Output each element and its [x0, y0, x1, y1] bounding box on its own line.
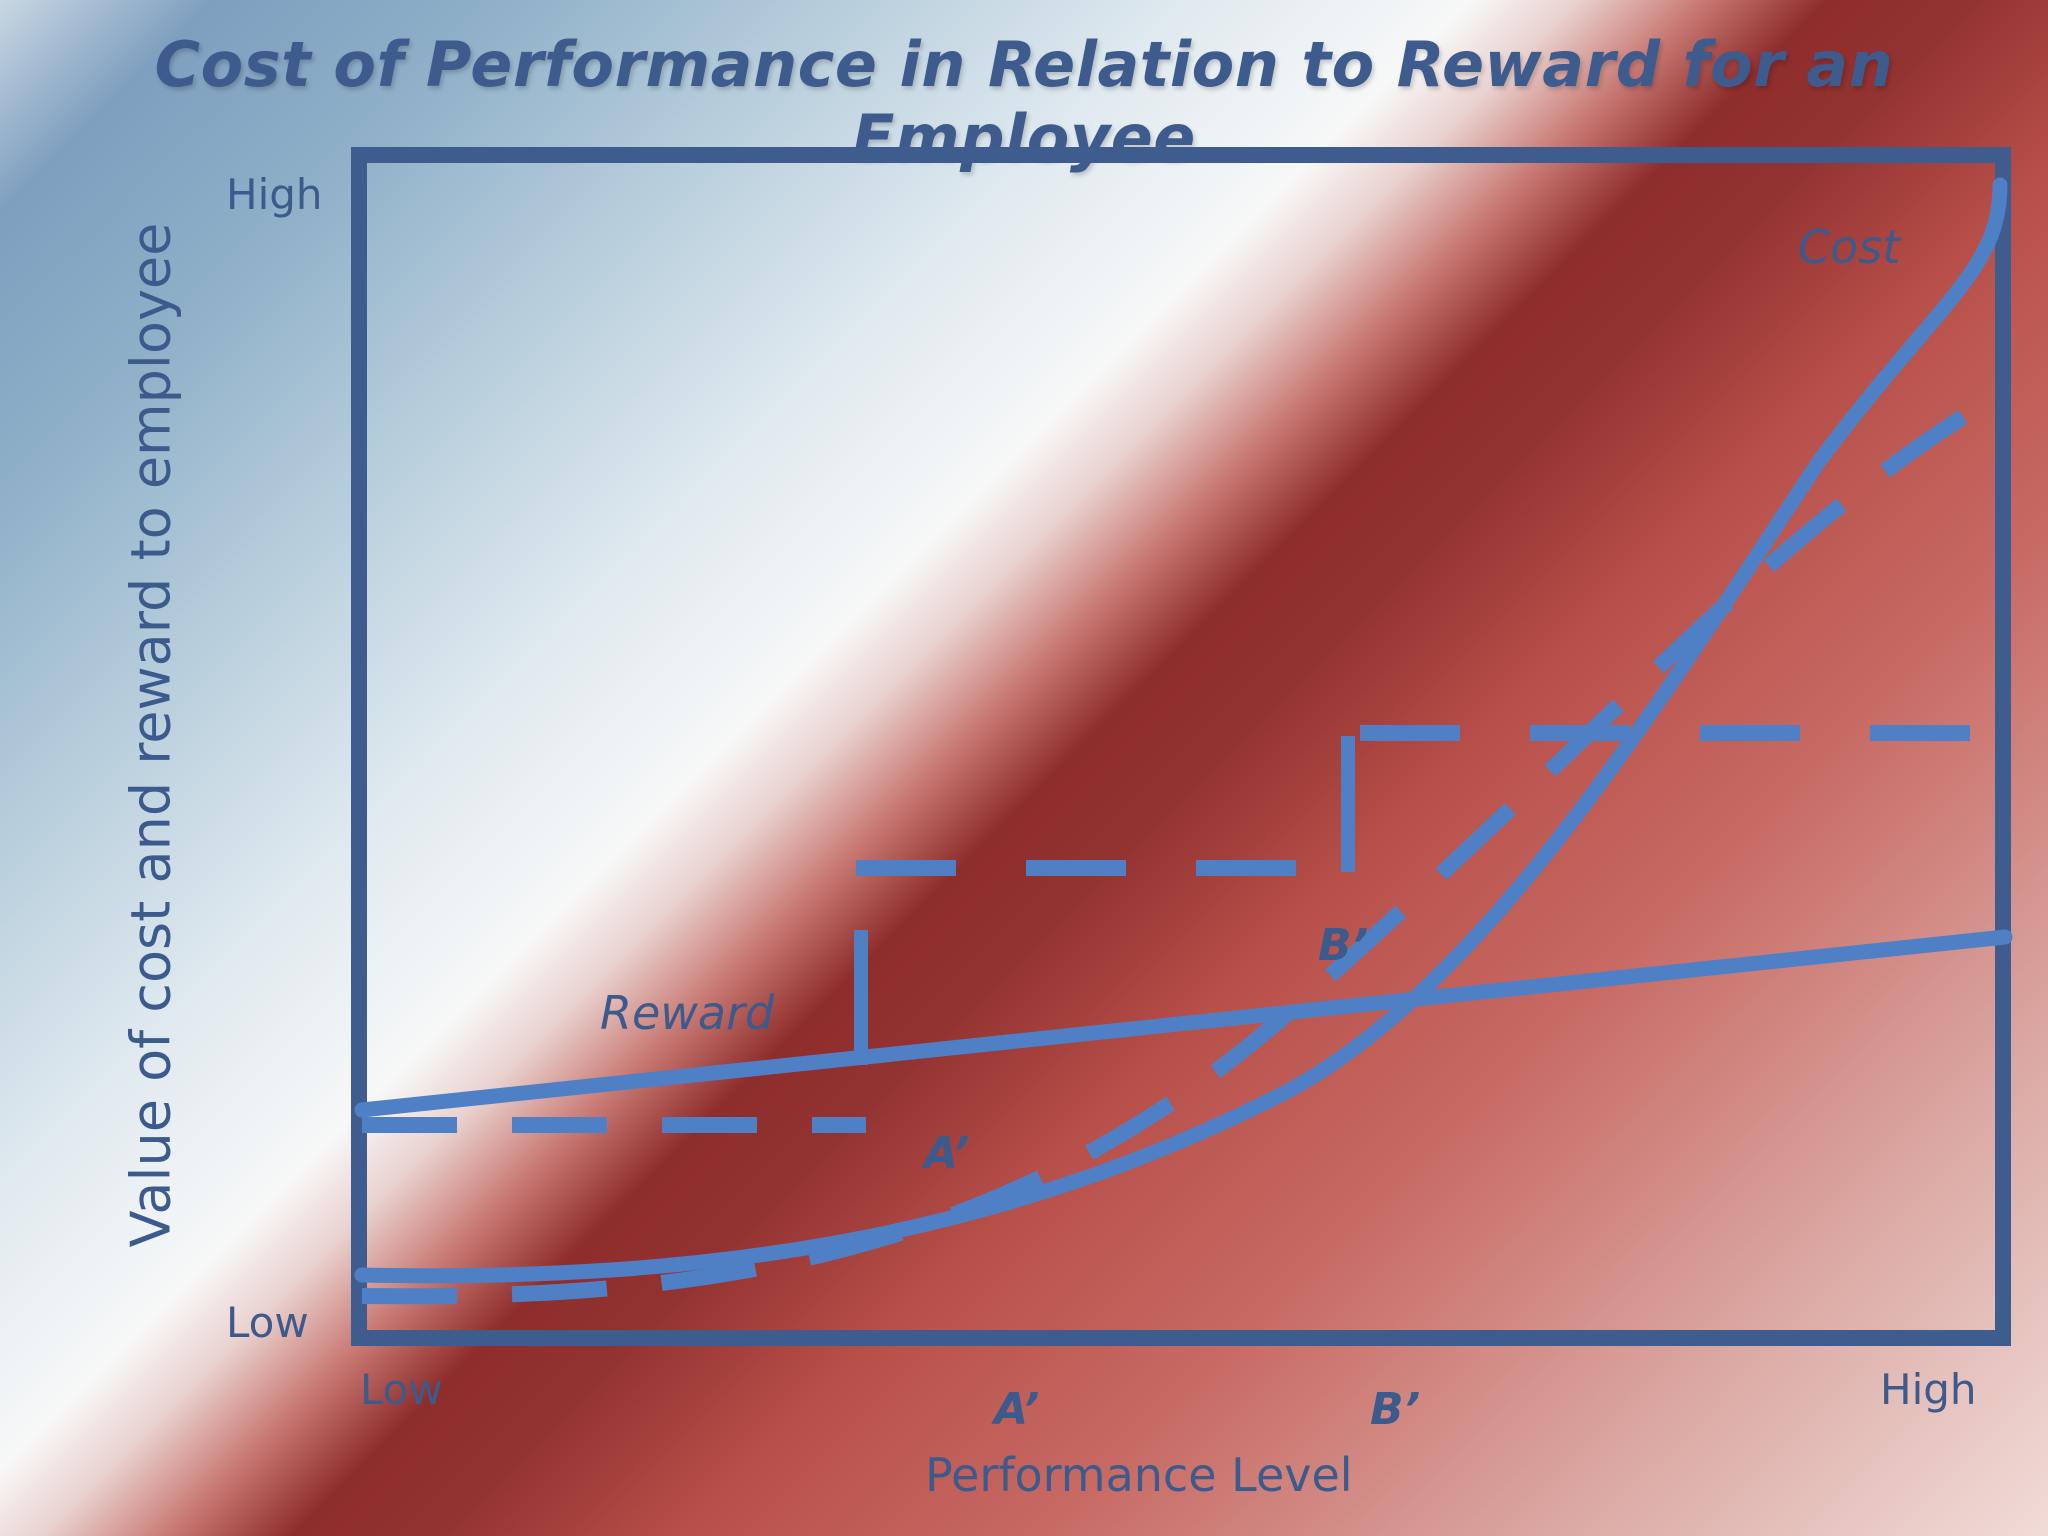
marker-a-curve: A’ [924, 1128, 970, 1179]
reward-line [354, 929, 2013, 1118]
y-tick-low: Low [226, 1298, 309, 1347]
marker-a-axis: A’ [994, 1384, 1040, 1435]
x-tick-high: High [1880, 1365, 1977, 1414]
x-tick-low: Low [360, 1365, 443, 1414]
plot-frame [351, 147, 2011, 1346]
reward-curve-label: Reward [600, 986, 775, 1040]
x-axis-label: Performance Level [925, 1448, 1353, 1502]
y-axis-label: Value of cost and reward to employee [119, 222, 183, 1248]
marker-b-curve: B’ [1318, 920, 1369, 971]
slide-title: Cost of Performance in Relation to Rewar… [154, 28, 1894, 174]
y-tick-high: High [226, 170, 323, 219]
marker-b-axis: B’ [1370, 1384, 1421, 1435]
cost-curve-dashed [361, 393, 1995, 1305]
cost-curve-label: Cost [1798, 220, 1901, 274]
cost-curve [354, 177, 2008, 1284]
